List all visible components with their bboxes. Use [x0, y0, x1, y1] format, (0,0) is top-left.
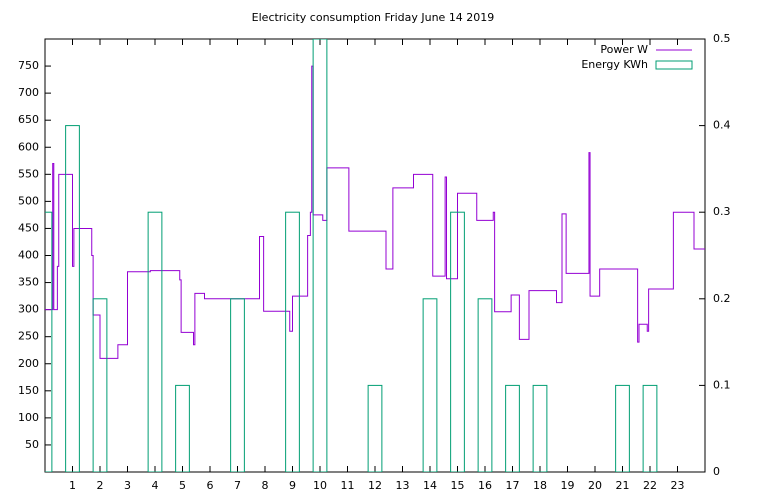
x-tick-label: 11 — [341, 479, 355, 492]
x-tick-label: 4 — [152, 479, 159, 492]
legend-label: Energy KWh — [581, 58, 648, 71]
y2-tick-label: 0.4 — [713, 119, 731, 132]
x-tick-label: 20 — [588, 479, 602, 492]
y-tick-label: 450 — [18, 221, 39, 234]
y-tick-label: 650 — [18, 113, 39, 126]
energy-box — [505, 384, 520, 472]
x-tick-label: 7 — [234, 479, 241, 492]
x-tick-label: 3 — [124, 479, 131, 492]
x-tick-label: 1 — [69, 479, 76, 492]
x-tick-label: 18 — [533, 479, 547, 492]
y2-tick-label: 0.5 — [713, 32, 731, 45]
energy-box — [147, 211, 163, 472]
energy-box — [450, 211, 465, 472]
x-tick-label: 21 — [616, 479, 630, 492]
x-tick-label: 2 — [97, 479, 104, 492]
energy-box — [422, 298, 438, 472]
y-tick-label: 750 — [18, 59, 39, 72]
y-tick-label: 600 — [18, 140, 39, 153]
x-tick-label: 17 — [506, 479, 520, 492]
energy-box — [615, 384, 630, 472]
y2-tick-label: 0.2 — [713, 292, 731, 305]
legend-label: Power W — [600, 43, 648, 56]
x-tick-label: 13 — [396, 479, 410, 492]
energy-box — [477, 298, 493, 472]
y-tick-label: 300 — [18, 303, 39, 316]
energy-box — [532, 384, 548, 472]
power-line — [45, 65, 705, 359]
energy-box — [285, 211, 300, 472]
y-tick-label: 550 — [18, 167, 39, 180]
energy-box — [45, 211, 53, 472]
y-tick-label: 250 — [18, 330, 39, 343]
y-tick-label: 400 — [18, 249, 39, 262]
y-tick-label: 100 — [18, 411, 39, 424]
x-tick-label: 6 — [207, 479, 214, 492]
x-tick-label: 8 — [262, 479, 269, 492]
energy-box — [312, 39, 328, 472]
y-tick-label: 50 — [25, 438, 39, 451]
energy-box — [642, 384, 658, 472]
x-tick-label: 10 — [313, 479, 327, 492]
y-tick-label: 700 — [18, 86, 39, 99]
energy-box — [367, 384, 383, 472]
y-tick-label: 200 — [18, 357, 39, 370]
y-tick-label: 350 — [18, 276, 39, 289]
plot-area — [45, 39, 705, 472]
x-tick-label: 19 — [561, 479, 575, 492]
legend-box — [655, 60, 693, 70]
x-tick-label: 23 — [671, 479, 685, 492]
x-tick-label: 5 — [179, 479, 186, 492]
x-tick-label: 22 — [643, 479, 657, 492]
plot-border — [44, 38, 706, 473]
x-tick-label: 16 — [478, 479, 492, 492]
x-tick-label: 14 — [423, 479, 437, 492]
energy-box — [65, 125, 80, 472]
energy-box — [92, 298, 108, 472]
x-tick-label: 12 — [368, 479, 382, 492]
y2-tick-label: 0.3 — [713, 205, 731, 218]
y-tick-label: 500 — [18, 194, 39, 207]
y2-tick-label: 0.1 — [713, 378, 731, 391]
y-tick-label: 150 — [18, 384, 39, 397]
energy-box — [230, 298, 245, 472]
chart-title: Electricity consumption Friday June 14 2… — [252, 11, 495, 24]
y2-tick-label: 0 — [713, 465, 720, 478]
x-tick-label: 9 — [289, 479, 296, 492]
x-tick-label: 15 — [451, 479, 465, 492]
energy-box — [175, 384, 190, 472]
